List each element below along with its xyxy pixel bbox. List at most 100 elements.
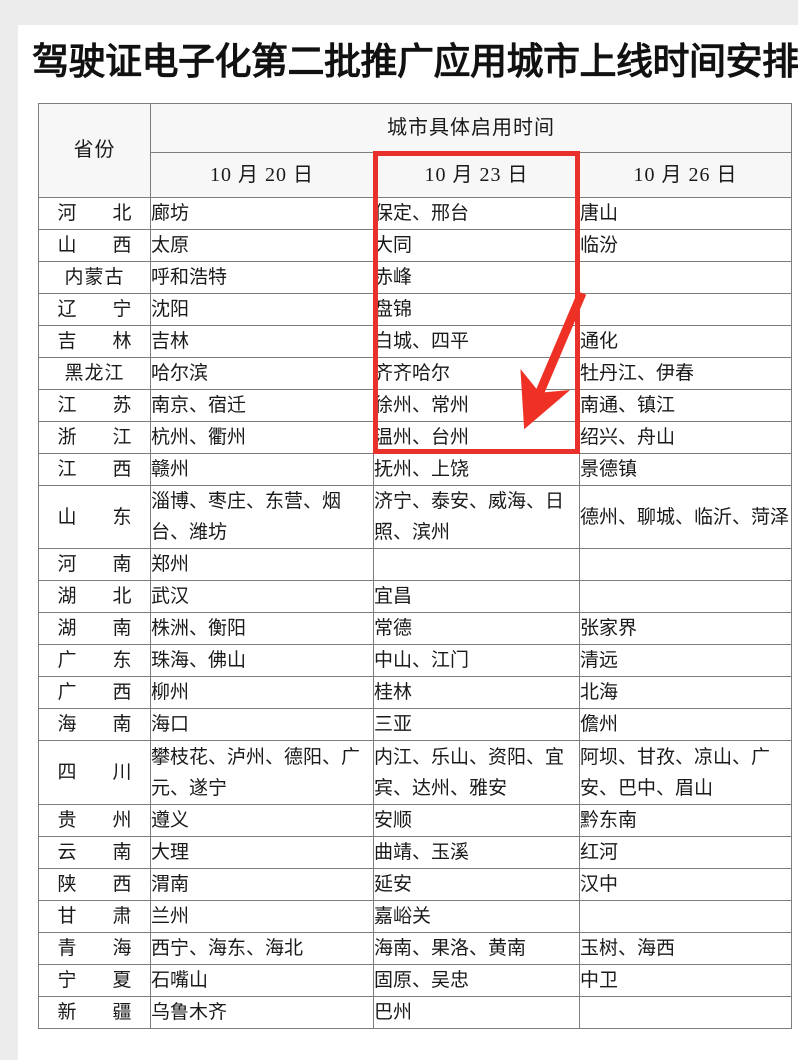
cell-cities-oct23: 巴州	[373, 996, 580, 1029]
cell-cities-oct23: 赤峰	[373, 261, 580, 294]
cell-cities-oct26: 中卫	[578, 964, 793, 997]
cell-cities-oct20: 西宁、海东、海北	[150, 932, 374, 965]
cell-cities-oct20: 遵义	[150, 804, 374, 837]
cell-cities-oct23: 白城、四平	[373, 325, 580, 358]
cell-province: 内蒙古	[38, 261, 151, 294]
cell-cities-oct26: 黔东南	[578, 804, 793, 837]
cell-cities-oct26: 玉树、海西	[578, 932, 793, 965]
cell-cities-oct26: 德州、聊城、临沂、菏泽	[578, 485, 793, 549]
cell-cities-oct26: 绍兴、舟山	[578, 421, 793, 454]
cell-cities-oct23: 固原、吴忠	[373, 964, 580, 997]
cell-cities-oct20: 沈阳	[150, 293, 374, 326]
province-label: 湖南	[57, 618, 132, 639]
table-row: 湖南 株洲、衡阳 常德 张家界	[38, 612, 793, 645]
table-row: 新疆 乌鲁木齐 巴州	[38, 996, 793, 1029]
column-header-date-oct26: 10 月 26 日	[578, 152, 793, 198]
province-label: 四川	[57, 762, 132, 783]
cell-cities-oct20: 杭州、衢州	[150, 421, 374, 454]
cell-cities-oct26	[578, 261, 793, 294]
cell-province: 广东	[38, 644, 151, 677]
table-row: 河南 郑州	[38, 548, 793, 581]
table-row: 四川 攀枝花、泸州、德阳、广元、遂宁 内江、乐山、资阳、宜宾、达州、雅安 阿坝、甘孜、…	[38, 740, 793, 805]
table-container: 省份 城市具体启用时间 10 月 20 日 10 月 23 日 10 月 26 …	[38, 103, 793, 1029]
cell-province: 宁夏	[38, 964, 151, 997]
column-header-group: 城市具体启用时间	[149, 103, 793, 153]
province-label: 河北	[57, 203, 132, 224]
table-row: 宁夏 石嘴山 固原、吴忠 中卫	[38, 964, 793, 997]
province-label: 江西	[57, 459, 132, 480]
province-label: 辽宁	[57, 299, 132, 320]
cell-province: 吉林	[38, 325, 151, 358]
table-body: 河北 廊坊 保定、邢台 唐山 山西 太原 大同 临汾 内蒙古 呼和浩特 赤峰 辽宁 沈阳 盘锦 吉林 吉林 白城…	[38, 197, 793, 1029]
province-label: 贵州	[57, 810, 132, 831]
province-label: 陕西	[57, 874, 132, 895]
cell-province: 海南	[38, 708, 151, 741]
column-header-date-oct20: 10 月 20 日	[150, 152, 374, 198]
table-row: 内蒙古 呼和浩特 赤峰	[38, 261, 793, 294]
cell-cities-oct20: 株洲、衡阳	[150, 612, 374, 645]
cell-cities-oct23: 桂林	[373, 676, 580, 709]
cell-cities-oct20: 郑州	[150, 548, 374, 581]
table-row: 青海 西宁、海东、海北 海南、果洛、黄南 玉树、海西	[38, 932, 793, 965]
cell-cities-oct23: 宜昌	[373, 580, 580, 613]
cell-province: 贵州	[38, 804, 151, 837]
cell-cities-oct23: 延安	[373, 868, 580, 901]
cell-cities-oct20: 赣州	[150, 453, 374, 486]
table-row: 甘肃 兰州 嘉峪关	[38, 900, 793, 933]
cell-province: 浙江	[38, 421, 151, 454]
table-row: 广西 柳州 桂林 北海	[38, 676, 793, 709]
column-header-date-oct23: 10 月 23 日	[373, 152, 580, 198]
cell-cities-oct26: 红河	[578, 836, 793, 869]
cell-province: 青海	[38, 932, 151, 965]
cell-cities-oct26: 张家界	[578, 612, 793, 645]
cell-cities-oct26	[578, 293, 793, 326]
cell-cities-oct20: 廊坊	[150, 197, 374, 230]
table-row: 山东 淄博、枣庄、东营、烟台、潍坊 济宁、泰安、威海、日照、滨州 德州、聊城、临沂、菏…	[38, 485, 793, 549]
cell-cities-oct20: 渭南	[150, 868, 374, 901]
cell-cities-oct23: 徐州、常州	[373, 389, 580, 422]
cell-province: 河南	[38, 548, 151, 581]
cell-cities-oct20: 太原	[150, 229, 374, 262]
cell-cities-oct26: 通化	[578, 325, 793, 358]
province-label: 宁夏	[57, 970, 132, 991]
province-label: 青海	[57, 938, 132, 959]
province-label: 江苏	[57, 395, 132, 416]
cell-cities-oct23: 抚州、上饶	[373, 453, 580, 486]
table-row: 河北 廊坊 保定、邢台 唐山	[38, 197, 793, 230]
cell-cities-oct20: 大理	[150, 836, 374, 869]
cell-province: 湖南	[38, 612, 151, 645]
table-header-row-1: 省份 城市具体启用时间	[38, 103, 793, 198]
cell-cities-oct26	[578, 548, 793, 581]
cell-cities-oct26: 汉中	[578, 868, 793, 901]
cell-province: 四川	[38, 740, 151, 805]
table-header: 省份 城市具体启用时间 10 月 20 日 10 月 23 日 10 月 26 …	[38, 103, 793, 198]
cell-cities-oct23: 安顺	[373, 804, 580, 837]
cell-province: 云南	[38, 836, 151, 869]
cell-cities-oct23: 内江、乐山、资阳、宜宾、达州、雅安	[373, 740, 580, 805]
cell-cities-oct20: 兰州	[150, 900, 374, 933]
table-row: 山西 太原 大同 临汾	[38, 229, 793, 262]
province-label: 内蒙古	[64, 267, 125, 288]
cell-cities-oct23: 盘锦	[373, 293, 580, 326]
cell-province: 广西	[38, 676, 151, 709]
cell-cities-oct20: 攀枝花、泸州、德阳、广元、遂宁	[150, 740, 374, 805]
cell-cities-oct26: 牡丹江、伊春	[578, 357, 793, 390]
province-label: 河南	[57, 554, 132, 575]
province-label: 海南	[57, 714, 132, 735]
province-label: 吉林	[57, 331, 132, 352]
table-row: 湖北 武汉 宜昌	[38, 580, 793, 613]
cell-cities-oct26	[578, 900, 793, 933]
cell-cities-oct23: 海南、果洛、黄南	[373, 932, 580, 965]
page-title: 驾驶证电子化第二批推广应用城市上线时间安排	[32, 42, 798, 83]
province-label: 浙江	[57, 427, 132, 448]
cell-cities-oct23: 济宁、泰安、威海、日照、滨州	[373, 485, 580, 549]
cell-province: 甘肃	[38, 900, 151, 933]
cell-cities-oct23: 三亚	[373, 708, 580, 741]
cell-cities-oct23: 常德	[373, 612, 580, 645]
province-label: 黑龙江	[64, 363, 125, 384]
table-row: 江西 赣州 抚州、上饶 景德镇	[38, 453, 793, 486]
cell-province: 山东	[38, 485, 151, 549]
cell-cities-oct26: 唐山	[578, 197, 793, 230]
province-label: 广西	[57, 682, 132, 703]
cell-cities-oct23: 齐齐哈尔	[373, 357, 580, 390]
